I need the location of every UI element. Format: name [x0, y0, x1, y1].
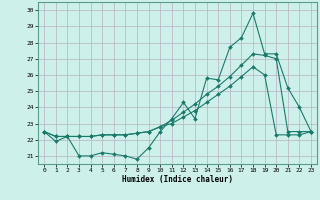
X-axis label: Humidex (Indice chaleur): Humidex (Indice chaleur)	[122, 175, 233, 184]
